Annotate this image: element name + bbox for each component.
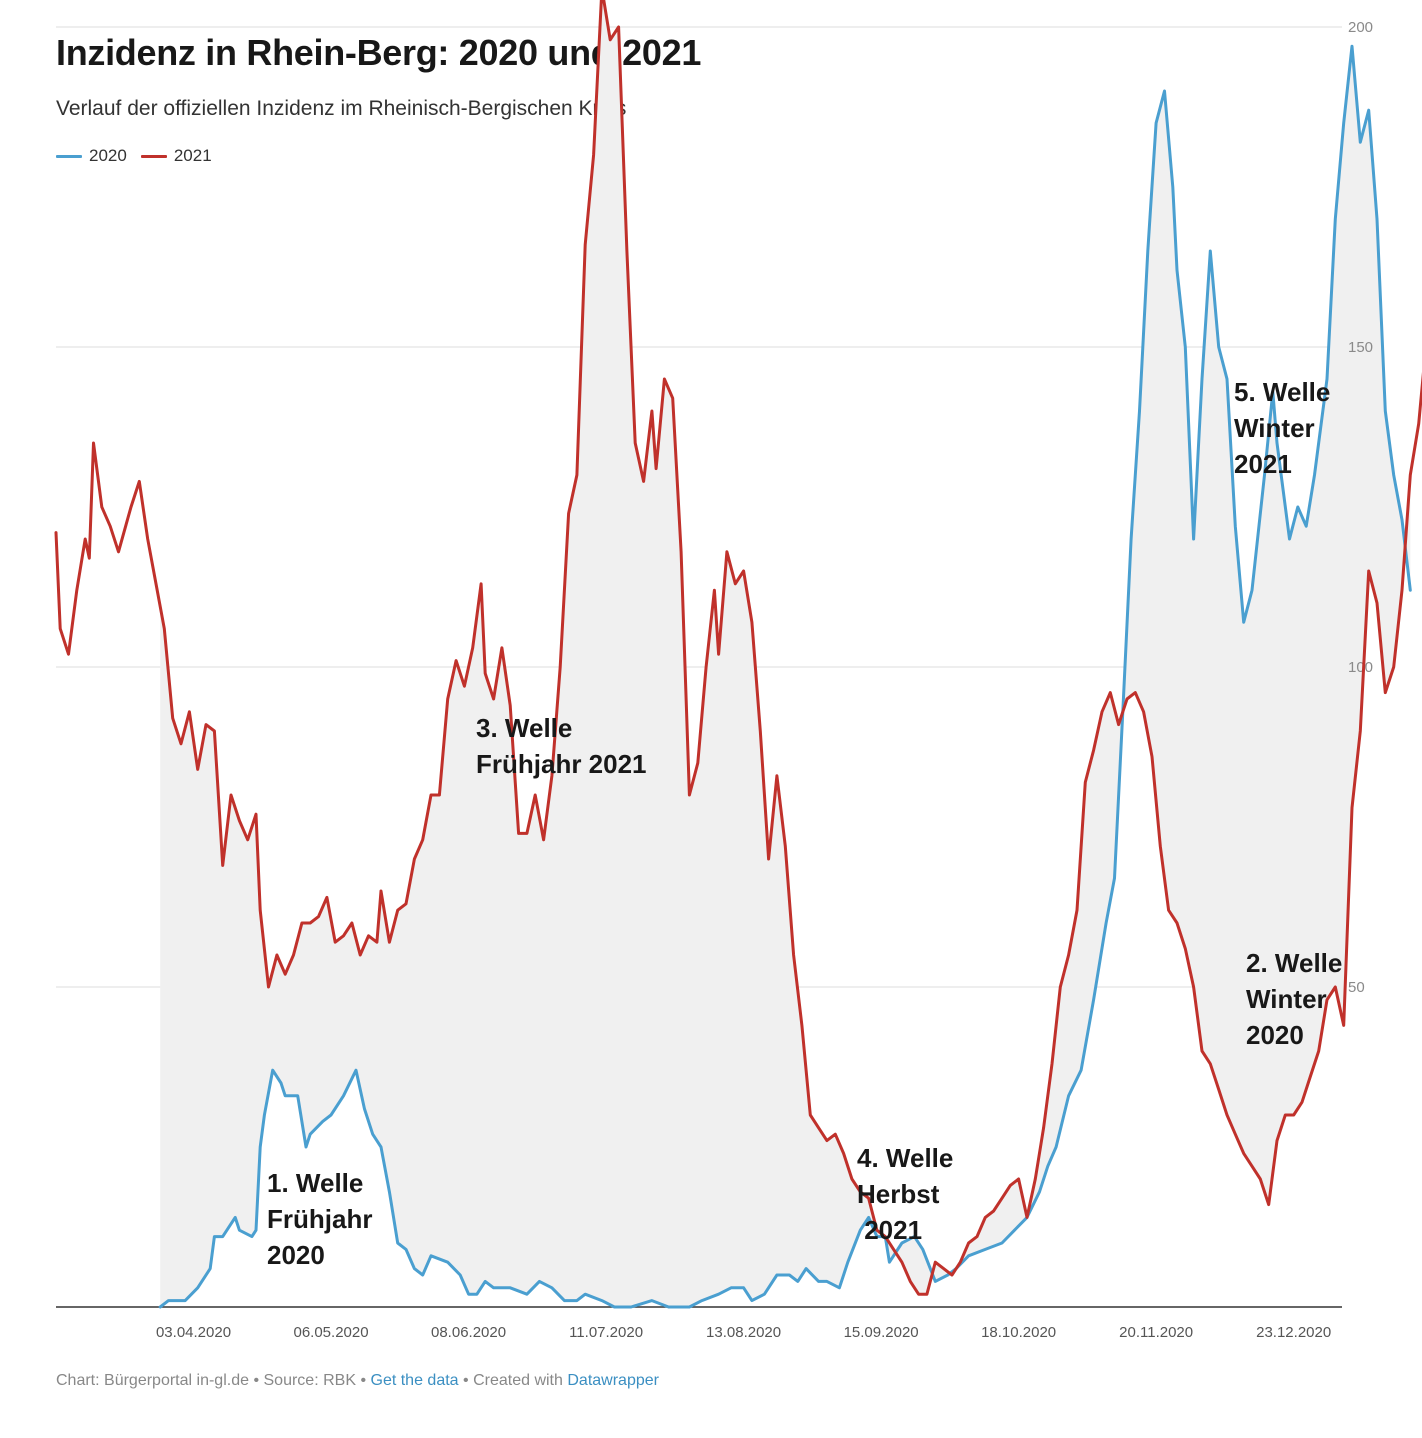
wave-annotation: 5. Welle Winter 2021: [1234, 377, 1330, 479]
footer-created: Created with: [473, 1372, 563, 1389]
y-axis-ticks: 50100150200250300: [1348, 19, 1373, 996]
legend-swatch-2021: [140, 154, 167, 158]
legend-swatch-2020: [56, 154, 82, 158]
x-tick-label: 03.04.2020: [156, 1324, 231, 1341]
footer-separator: •: [463, 1372, 469, 1389]
y-tick-label-100: 100: [1348, 659, 1373, 676]
series-line-2021: [54, 0, 1422, 1296]
datawrapper-link[interactable]: Datawrapper: [567, 1372, 659, 1389]
x-tick-label: 06.05.2020: [293, 1324, 368, 1341]
series-line-2020: [158, 44, 1412, 1309]
y-tick-label-200: 200: [1348, 19, 1373, 36]
wave-annotation: 1. Welle Frühjahr 2020: [267, 1168, 372, 1270]
get-the-data-link[interactable]: Get the data: [370, 1372, 459, 1389]
x-tick-label: 23.12.2020: [1256, 1324, 1331, 1341]
wave-annotation: 4. Welle Herbst 2021: [857, 1143, 953, 1245]
x-tick-label: 18.10.2020: [981, 1324, 1056, 1341]
footer-credit: Chart: Bürgerportal in-gl.de: [56, 1372, 249, 1389]
x-tick-label: 20.11.2020: [1119, 1324, 1193, 1341]
chart-subtitle: Verlauf der offiziellen Inzidenz im Rhei…: [56, 97, 627, 120]
legend-item-2020: 2020: [56, 146, 127, 166]
legend-label-2021: 2021: [173, 146, 212, 165]
x-axis-ticks: 03.04.2020 06.05.2020 08.06.2020 11.07.2020…: [156, 1324, 1331, 1341]
wave-annotation: 2. Welle Winter 2020: [1246, 948, 1342, 1050]
x-tick-label: 13.08.2020: [706, 1324, 781, 1341]
footer-source: Source: RBK: [263, 1372, 356, 1389]
footer-separator: •: [360, 1372, 367, 1389]
wave-annotations: 1. Welle Frühjahr 2020 2. Welle Winter 2020 3.…: [267, 377, 1342, 1270]
legend-item-2021: 2021: [140, 146, 212, 166]
difference-area: [160, 0, 1411, 1307]
x-tick-label: 08.06.2020: [431, 1324, 506, 1341]
chart-legend: 2020 2021: [56, 146, 212, 166]
x-tick-label: 11.07.2020: [569, 1324, 643, 1341]
y-tick-label-50: 50: [1348, 979, 1365, 996]
y-tick-label-150: 150: [1348, 339, 1373, 356]
footer-separator: •: [253, 1372, 260, 1389]
legend-label-2020: 2020: [89, 146, 127, 165]
chart-title: Inzidenz in Rhein-Berg: 2020 und 2021: [56, 32, 702, 73]
chart-footer: Chart: Bürgerportal in-gl.de • Source: R…: [56, 1372, 659, 1390]
wave-annotation: 3. Welle Frühjahr 2021: [476, 713, 647, 779]
x-tick-label: 15.09.2020: [844, 1324, 919, 1341]
